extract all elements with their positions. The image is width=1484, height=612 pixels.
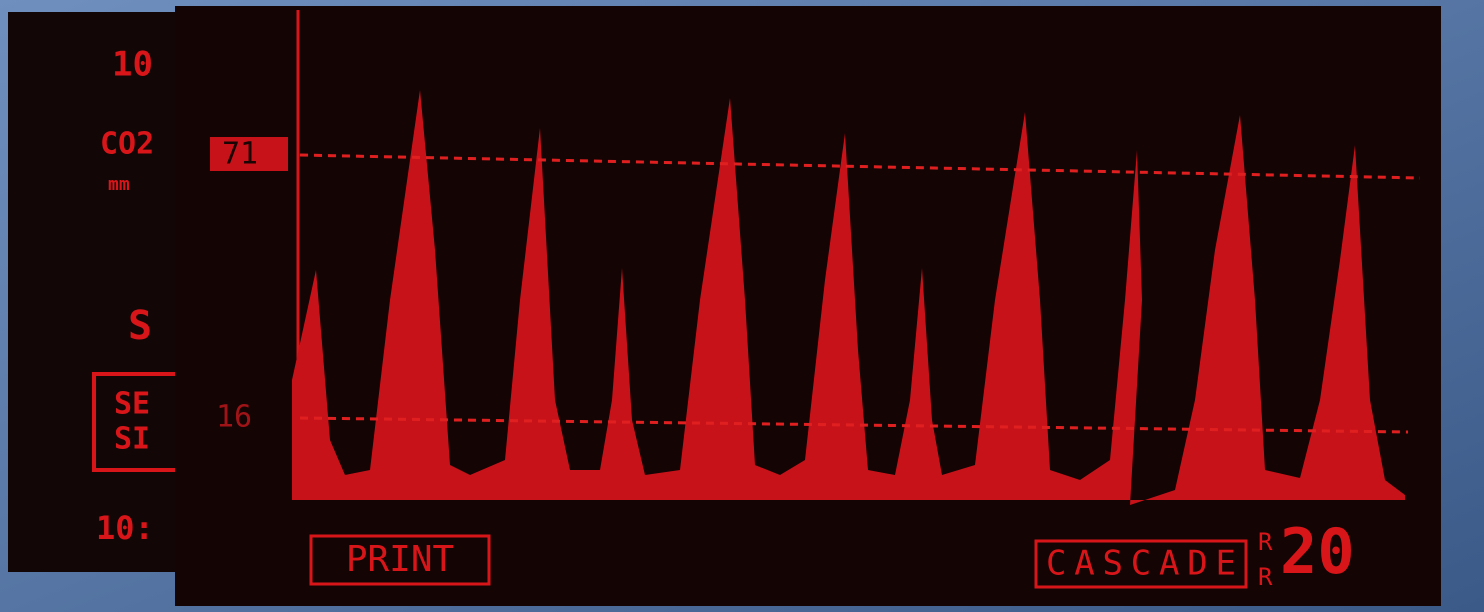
upper-limit-label: 71 [222, 137, 258, 172]
rr-label: R [1258, 563, 1273, 591]
lower-limit-label: 16 [216, 400, 252, 435]
panel-line: 10: [96, 509, 154, 547]
screenshot: 10 CO2 mm S SE SI 10: 71 16 PRINT CASCAD… [0, 0, 1484, 612]
panel-line: 10 [112, 45, 153, 85]
panel-line: SE [114, 387, 150, 422]
print-button-label[interactable]: PRINT [346, 539, 454, 580]
left-panel [8, 12, 188, 572]
panel-line: SI [114, 422, 150, 457]
rr-label: R [1258, 528, 1273, 556]
cascade-button-label[interactable]: CASCADE [1046, 544, 1236, 584]
rr-value: 20 [1280, 515, 1355, 588]
panel-line: S [128, 303, 152, 349]
panel-line: CO2 [100, 127, 154, 162]
panel-line: mm [108, 174, 130, 195]
page: 10 CO2 mm S SE SI 10: 71 16 PRINT CASCAD… [0, 0, 1484, 612]
